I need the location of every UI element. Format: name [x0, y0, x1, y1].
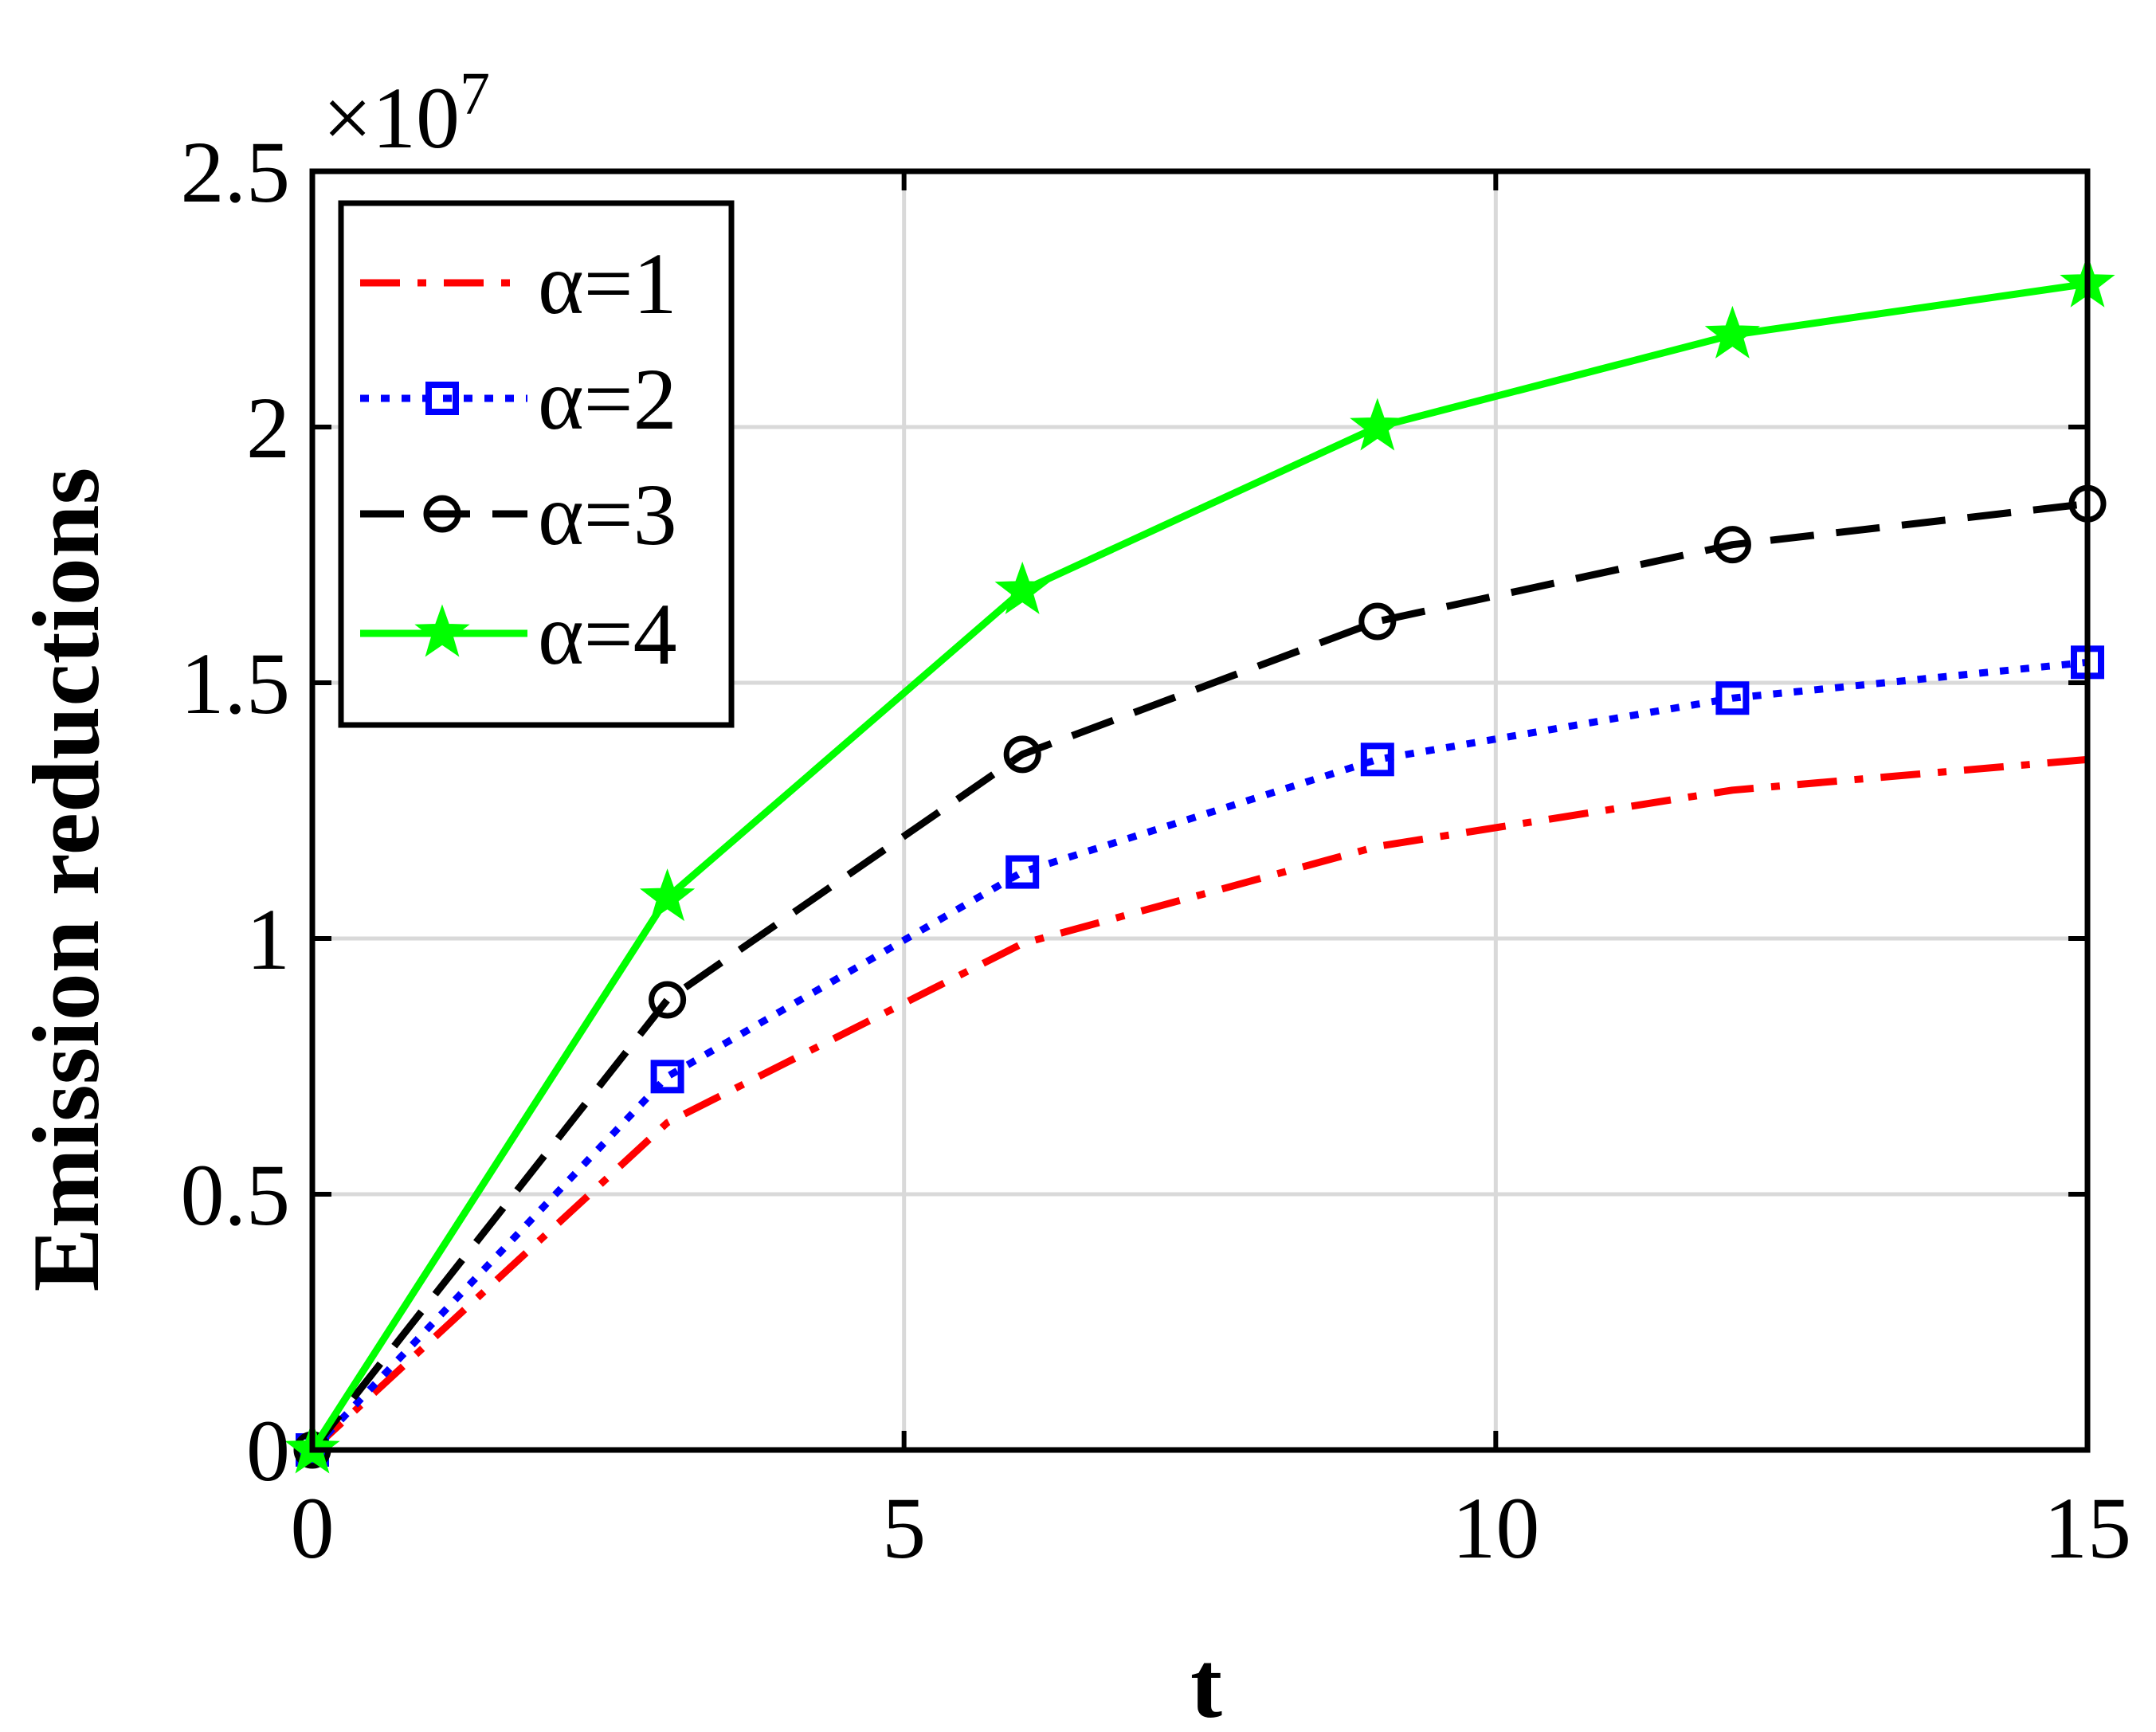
data-point — [1715, 681, 1750, 715]
legend-marker — [423, 495, 461, 533]
y-tick-label: 1 — [246, 891, 290, 988]
x-axis-title: t — [1190, 1632, 1222, 1732]
x-tick-label: 0 — [291, 1479, 335, 1577]
legend-label: α=1 — [538, 235, 677, 332]
series-line — [309, 755, 2088, 1453]
axis-ticks — [310, 169, 2090, 1452]
legend-label: α=3 — [538, 466, 677, 563]
data-point — [1003, 735, 1041, 774]
data-point — [1713, 526, 1751, 564]
data-point — [650, 1060, 684, 1094]
data-point — [649, 981, 687, 1019]
data-point — [1358, 602, 1397, 641]
legend-item-3: α=3 — [360, 466, 677, 563]
data-point — [1350, 398, 1405, 451]
data-point — [994, 561, 1050, 614]
data-point — [1360, 743, 1394, 777]
y-tick-label: 1.5 — [181, 635, 291, 732]
y-tick-label: 0 — [246, 1402, 290, 1499]
legend-item-1: α=1 — [360, 235, 677, 332]
y-tick-label: 2.5 — [181, 123, 291, 221]
data-point — [1704, 305, 1761, 359]
data-point — [639, 868, 696, 922]
legend-label: α=4 — [538, 586, 677, 683]
x-tick-label: 15 — [2044, 1479, 2131, 1577]
tick-labels: 0 5 10 15 0 0.5 1 1.5 2 2.5 — [181, 123, 2132, 1577]
legend-box — [338, 200, 735, 728]
series-line — [309, 500, 2088, 1452]
series-1 — [309, 755, 2088, 1453]
legend-item-4: α=4 — [360, 586, 677, 683]
legend: α=1 α=2 α=3 α=4 — [338, 200, 735, 728]
y-tick-label: 2 — [246, 379, 290, 476]
y-exponent-label: ×107 — [323, 61, 490, 167]
legend-label: α=2 — [538, 351, 677, 448]
y-axis-title: Emission reductions — [13, 468, 119, 1292]
y-exponent-power: 7 — [460, 61, 490, 127]
x-tick-label: 10 — [1452, 1479, 1539, 1577]
legend-marker — [414, 604, 470, 657]
data-point — [1005, 855, 1040, 889]
y-tick-label: 0.5 — [181, 1146, 291, 1244]
y-exponent-base: ×10 — [323, 69, 460, 167]
plot-frame — [309, 168, 2091, 1453]
x-tick-label: 5 — [882, 1479, 926, 1577]
series-line — [309, 280, 2088, 1452]
legend-marker — [425, 382, 459, 415]
legend-item-2: α=2 — [360, 351, 677, 448]
